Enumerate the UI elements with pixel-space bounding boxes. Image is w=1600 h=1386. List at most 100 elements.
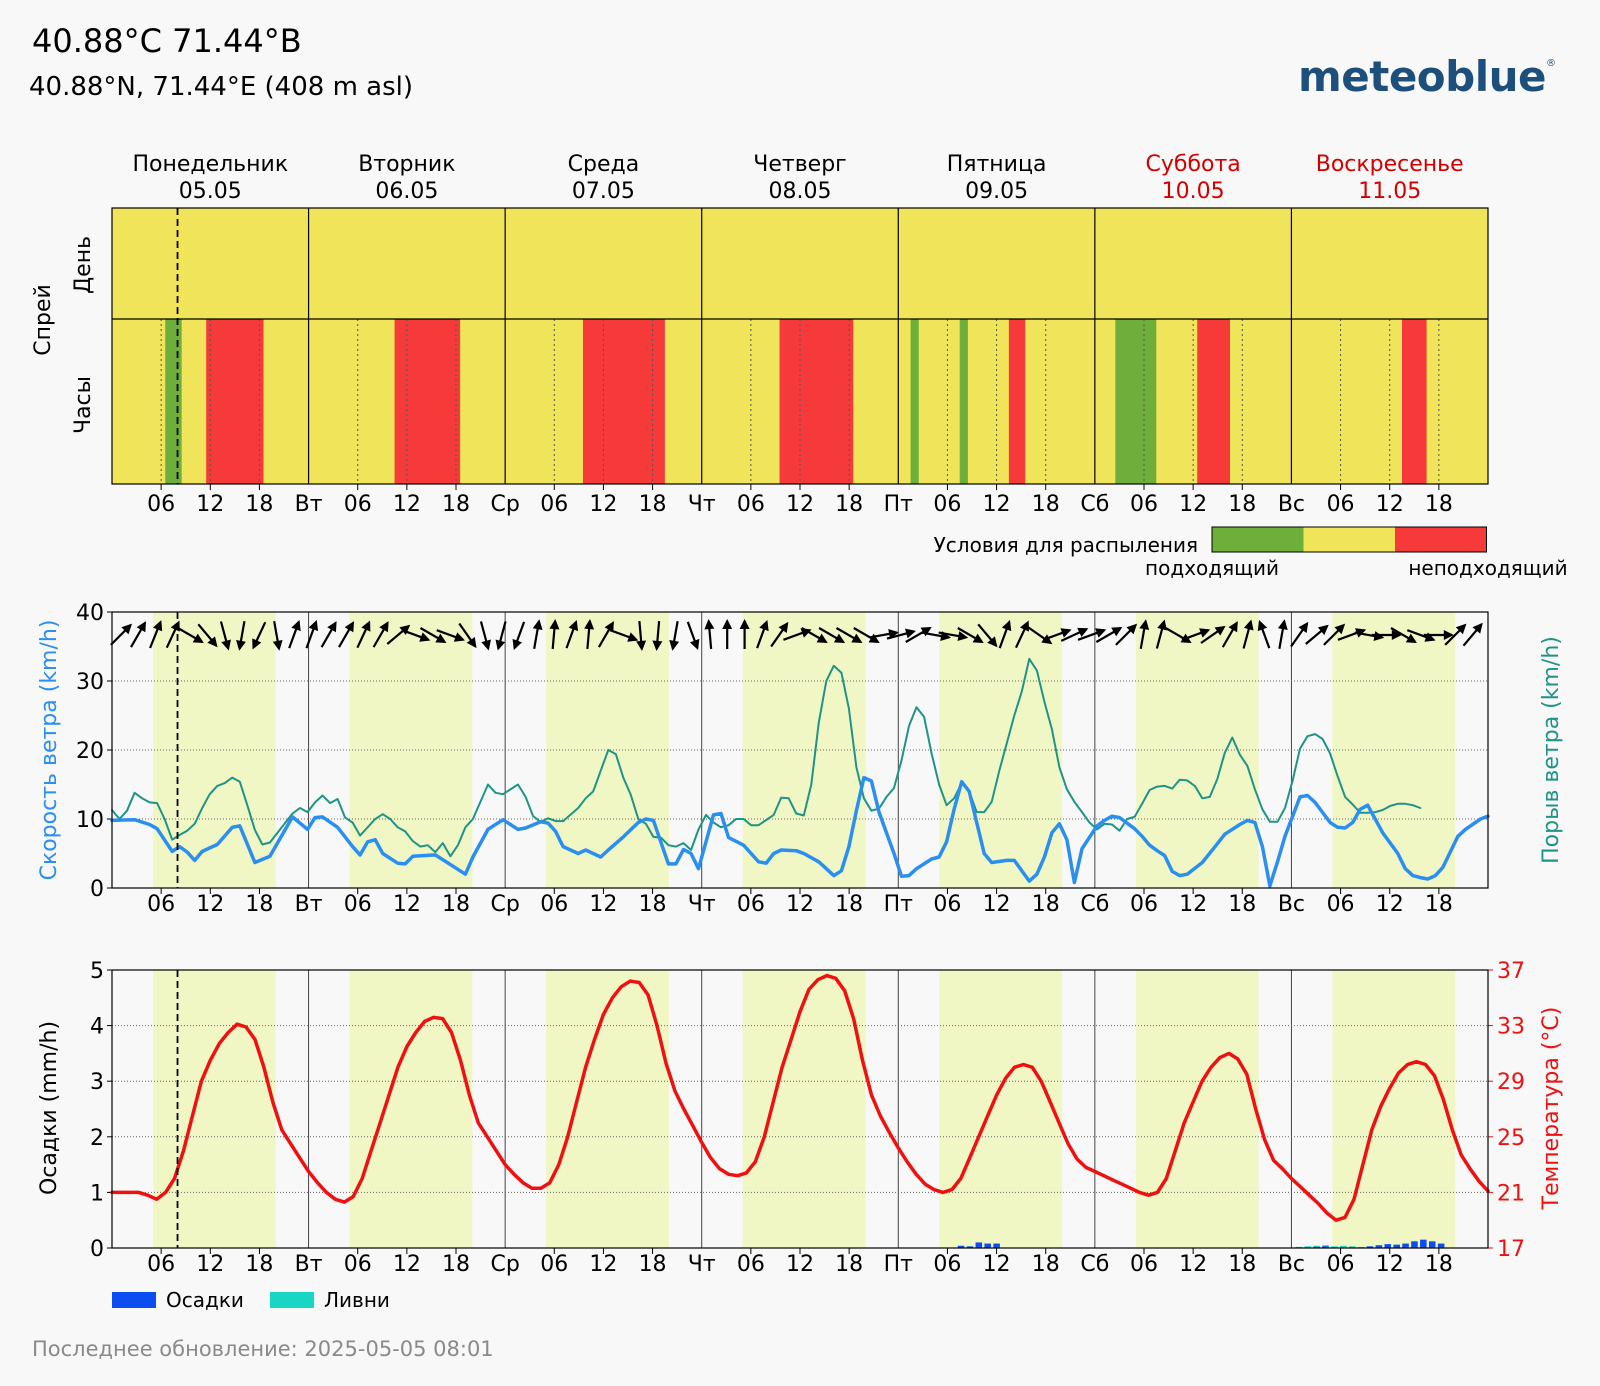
wind-arrow-head — [549, 619, 560, 630]
precip-bar — [966, 1246, 974, 1248]
wind-arrow-head — [1095, 628, 1107, 638]
wind-arrow — [479, 621, 491, 651]
day-date: 05.05 — [179, 179, 242, 204]
wind-gust-line — [111, 657, 1422, 858]
x-tick-day-label: Вс — [1278, 492, 1305, 517]
x-tick-day-label: Сб — [1080, 1252, 1109, 1277]
wind-arrow-head — [272, 640, 283, 651]
wind-arrow-head — [669, 640, 680, 651]
wind-arrow — [149, 620, 163, 649]
day-date: 06.05 — [375, 179, 438, 204]
x-tick-hour-label: 12 — [983, 892, 1011, 917]
wind-arrow-head — [739, 619, 750, 629]
spray-day-cell — [505, 208, 702, 319]
spray-legend-bad: неподходящий — [1408, 556, 1567, 580]
wind-arrow-head — [1298, 621, 1309, 633]
wind-arrow — [252, 621, 267, 650]
wind-arrow — [1371, 630, 1402, 640]
wind-arrow-head — [481, 639, 491, 651]
day-name: Пятница — [947, 152, 1047, 177]
wind-arrow — [305, 619, 319, 649]
x-tick-hour-label: 12 — [1179, 892, 1207, 917]
wind-arrow-head — [1472, 622, 1483, 634]
x-tick-hour-label: 12 — [196, 892, 224, 917]
spray-hour-segment-bad — [1197, 319, 1230, 484]
spray-legend-good: подходящий — [1145, 556, 1279, 580]
precip-bar — [984, 1243, 991, 1248]
spray-legend-swatch-bad — [1395, 527, 1487, 552]
wind-speed-axis-label: Скорость ветра (km/h) — [37, 620, 62, 881]
meteoblue-logo[interactable]: meteoblue® — [1298, 52, 1556, 101]
x-tick-hour-label: 06 — [737, 892, 765, 917]
temp-y-tick-label: 21 — [1497, 1181, 1525, 1206]
wind-arrow — [886, 628, 916, 640]
x-tick-hour-label: 18 — [1425, 492, 1453, 517]
wind-arrow-head — [868, 633, 880, 643]
wind-arrow — [905, 627, 932, 643]
wind-arrow — [739, 619, 750, 649]
wind-arrow-head — [1199, 628, 1211, 638]
x-tick-hour-label: 12 — [1376, 492, 1404, 517]
x-tick-hour-label: 06 — [540, 892, 568, 917]
wind-arrow — [372, 621, 389, 648]
x-tick-hour-label: 06 — [933, 892, 961, 917]
precip-axis-label: Осадки (mm/h) — [37, 1021, 62, 1195]
x-tick-hour-label: 12 — [393, 1252, 421, 1277]
wind-arrow-head — [435, 633, 447, 643]
wind-arrow-head — [568, 619, 579, 632]
x-tick-hour-label: 18 — [245, 492, 273, 517]
x-tick-day-label: Вт — [295, 892, 323, 917]
wind-arrow — [1257, 619, 1271, 649]
wind-arrow — [532, 619, 543, 649]
temp-axis-label: Температура (°C) — [1539, 1007, 1564, 1211]
x-tick-hour-label: 12 — [1376, 892, 1404, 917]
wind-arrow-head — [308, 619, 319, 632]
x-tick-day-label: Чт — [688, 492, 716, 517]
wind-arrow — [722, 619, 733, 649]
spray-hour-segment-good — [959, 319, 968, 484]
precip-bar — [1411, 1241, 1418, 1248]
y-tick-label-left: 30 — [76, 670, 104, 695]
spray-hour-segment-bad — [779, 319, 854, 484]
precip-y-tick-label: 1 — [90, 1181, 104, 1206]
wind-arrow — [1181, 628, 1211, 641]
wind-arrow-head — [1139, 619, 1150, 630]
wind-arrow-head — [1228, 621, 1238, 633]
wind-arrow — [1305, 624, 1329, 645]
wind-arrow-head — [1077, 627, 1089, 637]
wind-arrow — [177, 627, 204, 643]
wind-arrow — [1290, 621, 1309, 648]
precip-y-tick-label: 3 — [90, 1070, 104, 1095]
wind-arrow-head — [1060, 628, 1072, 638]
x-tick-hour-label: 18 — [639, 492, 667, 517]
x-tick-day-label: Пт — [884, 1252, 914, 1277]
day-name: Воскресенье — [1316, 152, 1464, 177]
wind-arrow — [770, 621, 789, 648]
spray-day-cell — [701, 208, 899, 319]
precip-bar — [1402, 1243, 1409, 1248]
x-tick-hour-label: 06 — [344, 892, 372, 917]
logo-registered-mark: ® — [1546, 58, 1556, 69]
y-tick-label-left: 20 — [76, 739, 104, 764]
spray-hour-segment-bad — [1402, 319, 1427, 484]
page-title: 40.88°C 71.44°B — [32, 22, 302, 60]
x-tick-hour-label: 06 — [933, 1252, 961, 1277]
precip-bar — [1393, 1244, 1400, 1248]
wind-arrow-head — [1277, 619, 1288, 630]
precip-bar — [957, 1245, 965, 1248]
precip-bar — [1428, 1241, 1436, 1248]
x-tick-hour-label: 18 — [639, 892, 667, 917]
day-name: Вторник — [358, 152, 455, 177]
x-tick-day-label: Ср — [490, 492, 519, 517]
wind-arrow-head — [1317, 624, 1329, 635]
wind-arrow-head — [800, 628, 812, 638]
x-tick-hour-label: 12 — [196, 492, 224, 517]
day-date: 07.05 — [572, 179, 635, 204]
x-tick-hour-label: 06 — [540, 1252, 568, 1277]
showers-bar — [1348, 1246, 1356, 1248]
y-tick-label-left: 0 — [90, 877, 104, 902]
x-tick-day-label: Ср — [490, 1252, 519, 1277]
wind-arrow-head — [1001, 619, 1012, 632]
wind-arrow — [1390, 627, 1417, 643]
wind-arrow — [597, 621, 614, 648]
